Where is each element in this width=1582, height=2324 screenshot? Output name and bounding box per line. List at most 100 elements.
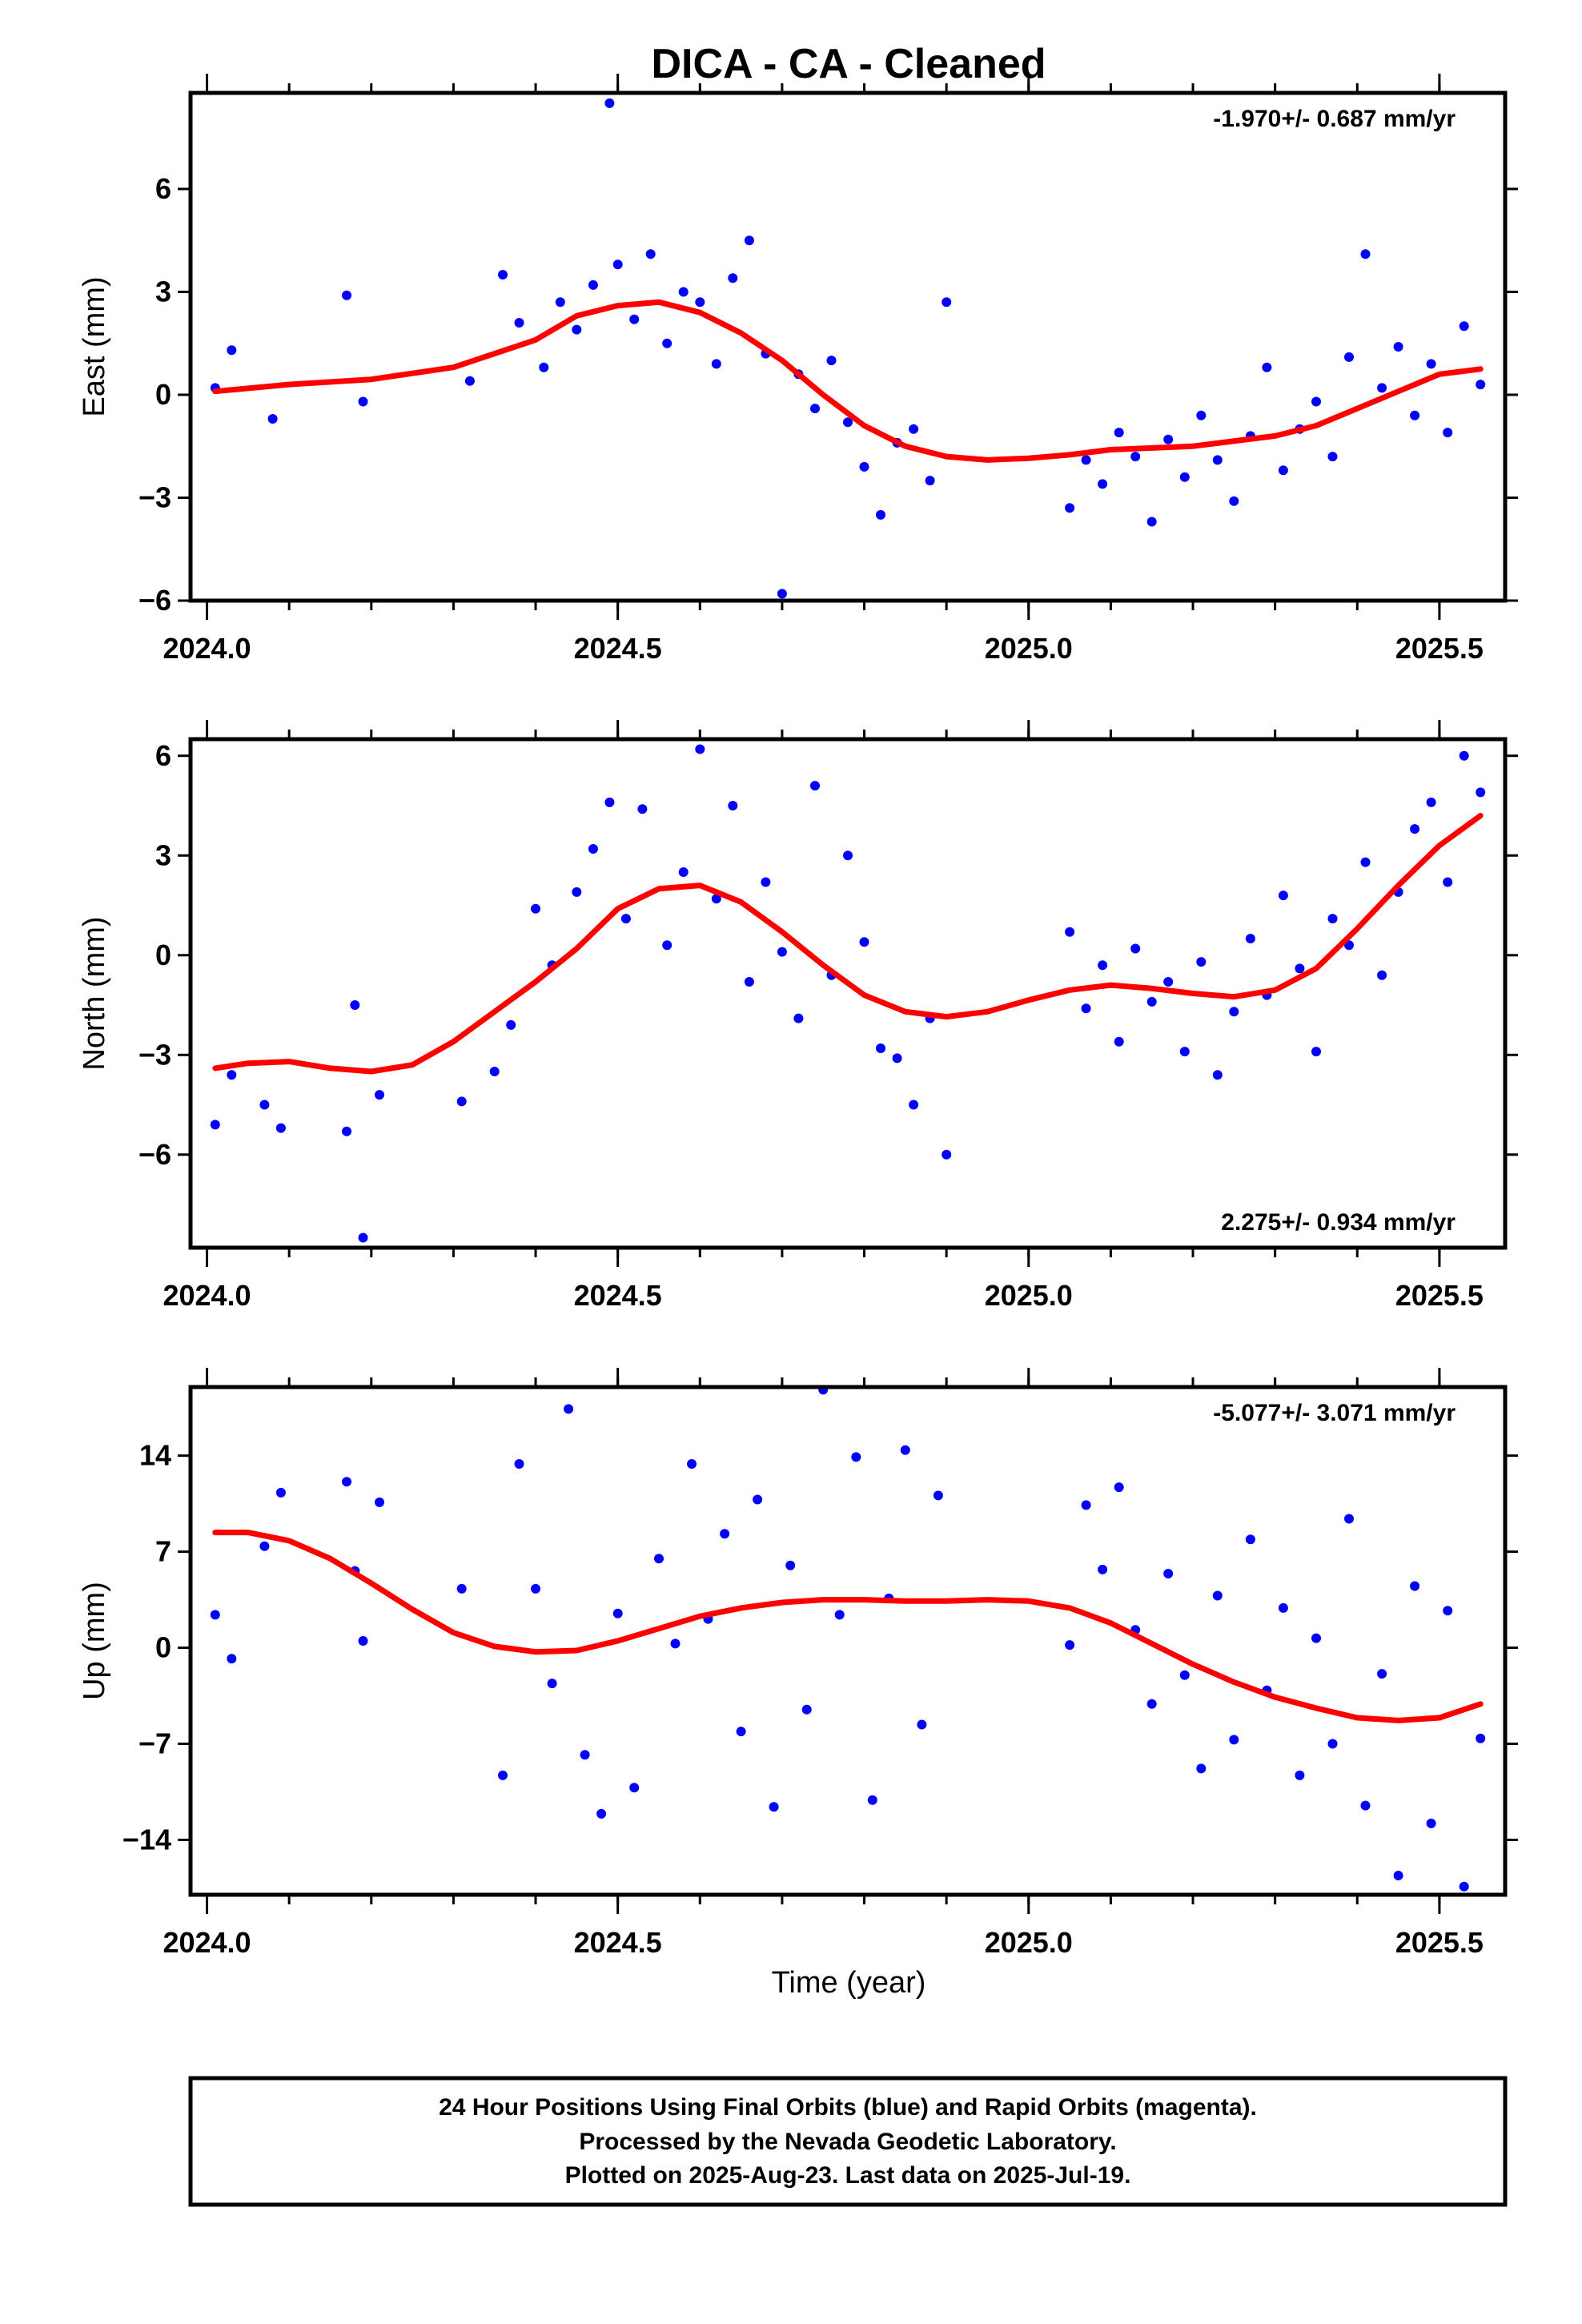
east-panel: 2024.0 2024.5 2025.0 2025.5 −6 −3 0 3 6 East (mm)… <box>78 74 1518 665</box>
data-point <box>612 259 623 270</box>
data-point <box>925 476 935 486</box>
data-point <box>645 249 656 259</box>
data-point <box>227 1654 237 1664</box>
data-point <box>1212 1070 1223 1080</box>
trend-fit-line <box>212 1530 1484 1723</box>
y-tick-label: 3 <box>155 275 171 308</box>
data-point <box>826 356 837 366</box>
data-point <box>933 1490 943 1501</box>
data-point <box>1327 1739 1338 1749</box>
x-tick-label: 2024.5 <box>574 1926 662 1959</box>
data-point <box>464 376 475 386</box>
x-tick-label: 2024.0 <box>163 632 251 665</box>
data-point <box>1146 517 1157 527</box>
data-point <box>1098 479 1108 489</box>
data-point <box>662 940 673 951</box>
velocity-annotation: -1.970+/- 0.687 mm/yr <box>1213 106 1456 132</box>
plot-frame <box>188 90 1508 603</box>
data-point <box>1179 472 1190 482</box>
data-point <box>1410 824 1420 834</box>
data-point <box>1426 797 1436 807</box>
data-point <box>1393 342 1403 352</box>
data-point <box>227 345 237 356</box>
data-point <box>678 867 689 877</box>
y-tick-label: 6 <box>155 172 171 205</box>
data-point <box>810 404 820 414</box>
data-point <box>1278 1602 1288 1613</box>
data-point <box>654 1554 664 1564</box>
data-point <box>1081 1003 1091 1014</box>
data-point <box>588 844 598 854</box>
data-point <box>612 1608 623 1618</box>
data-point <box>1476 380 1486 390</box>
data-point <box>1196 410 1207 420</box>
data-point <box>1443 877 1453 887</box>
data-point <box>909 424 919 434</box>
data-point <box>753 1494 763 1505</box>
data-point <box>1065 503 1075 513</box>
y-axis-title: East (mm) <box>78 276 111 416</box>
data-point <box>275 1123 286 1133</box>
plot-frame <box>188 1385 1508 1897</box>
data-point <box>1476 787 1486 798</box>
x-tick-label: 2025.0 <box>985 632 1073 665</box>
data-point <box>670 1638 681 1649</box>
data-point <box>267 414 278 424</box>
data-point <box>777 589 787 599</box>
data-point <box>1163 977 1174 987</box>
data-point <box>1327 452 1338 462</box>
footer-line-2: Processed by the Nevada Geodetic Laborat… <box>579 2129 1116 2155</box>
data-point <box>588 279 598 290</box>
data-point <box>1163 1569 1174 1578</box>
data-point <box>801 1704 812 1715</box>
data-point <box>1410 410 1420 420</box>
data-point <box>1146 996 1157 1007</box>
data-point <box>1212 455 1223 465</box>
x-tick-label: 2024.0 <box>163 1926 251 1959</box>
data-point <box>572 887 582 897</box>
y-tick-label: −3 <box>139 1038 171 1071</box>
data-point <box>498 1770 508 1780</box>
data-point <box>1245 934 1255 943</box>
x-tick-label: 2024.5 <box>574 1279 662 1312</box>
data-point <box>1377 1669 1387 1679</box>
data-point <box>1196 1763 1207 1774</box>
data-point <box>1146 1699 1157 1709</box>
y-tick-label: −14 <box>122 1823 171 1856</box>
footer-line-1: 24 Hour Positions Using Final Orbits (bl… <box>439 2094 1257 2121</box>
y-tick-label: 7 <box>155 1535 171 1568</box>
data-point <box>1179 1047 1190 1057</box>
data-point <box>539 362 549 372</box>
x-tick-label: 2024.0 <box>163 1279 251 1312</box>
data-point <box>1459 750 1469 761</box>
data-point <box>375 1090 384 1100</box>
data-point <box>793 1013 804 1023</box>
data-point <box>1443 428 1453 438</box>
figure-title: DICA - CA - Cleaned <box>651 41 1046 87</box>
data-point <box>1443 1606 1453 1616</box>
data-point <box>695 297 705 308</box>
data-point <box>1065 927 1075 937</box>
data-point <box>506 1019 516 1030</box>
data-point <box>662 338 673 348</box>
data-point <box>358 396 368 407</box>
x-tick-label: 2025.5 <box>1395 1279 1484 1312</box>
data-point <box>1196 957 1207 967</box>
y-tick-label: 0 <box>155 1631 171 1664</box>
data-point <box>227 1070 237 1080</box>
data-point <box>744 235 754 246</box>
data-point <box>596 1808 607 1819</box>
data-point <box>604 797 615 807</box>
data-point <box>843 417 853 428</box>
data-point <box>834 1610 845 1620</box>
data-point <box>1393 1871 1403 1880</box>
data-point <box>342 1477 351 1487</box>
data-point <box>259 1100 270 1110</box>
data-point <box>769 1802 779 1812</box>
data-point <box>564 1404 574 1414</box>
data-point <box>629 1783 640 1793</box>
data-point <box>909 1100 919 1110</box>
data-point <box>1327 914 1338 924</box>
data-point <box>637 804 648 814</box>
footer-line-3: Plotted on 2025-Aug-23. Last data on 202… <box>565 2162 1131 2189</box>
